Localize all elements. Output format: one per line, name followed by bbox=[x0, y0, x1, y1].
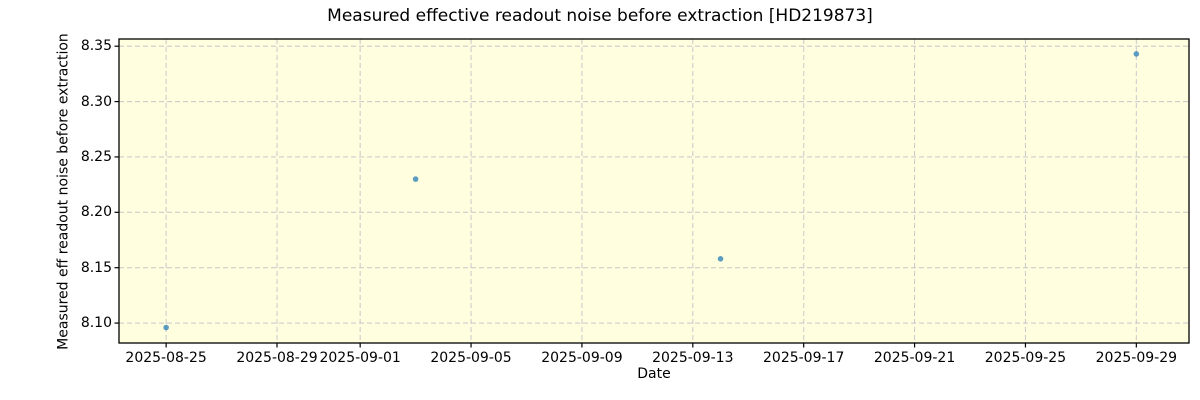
data-point bbox=[717, 256, 724, 262]
x-tick-label: 2025-09-05 bbox=[430, 350, 512, 366]
y-tick-label: 8.15 bbox=[80, 259, 112, 276]
x-tick-label: 2025-09-21 bbox=[873, 350, 956, 366]
y-tick-label: 8.30 bbox=[80, 93, 112, 110]
x-tick-label: 2025-09-29 bbox=[1095, 350, 1178, 366]
chart-title: Measured effective readout noise before … bbox=[327, 6, 873, 26]
x-axis-label: Date bbox=[637, 366, 671, 382]
x-tick-label: 2025-09-09 bbox=[541, 350, 623, 366]
x-tick-label: 2025-09-13 bbox=[652, 350, 734, 366]
x-tick-label: 2025-08-29 bbox=[236, 350, 318, 366]
y-tick-label: 8.25 bbox=[80, 148, 112, 165]
x-tick-label: 2025-09-01 bbox=[319, 350, 401, 366]
plot-frame bbox=[118, 38, 1190, 344]
data-point bbox=[1133, 51, 1140, 57]
y-tick-label: 8.20 bbox=[80, 204, 112, 221]
x-tick-label: 2025-09-17 bbox=[763, 350, 845, 366]
data-point bbox=[163, 324, 169, 331]
x-tick-label: 2025-09-25 bbox=[984, 350, 1067, 366]
plot-background bbox=[119, 39, 1189, 343]
x-tick-label: 2025-08-25 bbox=[125, 350, 207, 366]
y-tick-label: 8.10 bbox=[80, 315, 112, 332]
data-point bbox=[412, 176, 419, 182]
y-tick-label: 8.35 bbox=[80, 38, 112, 55]
